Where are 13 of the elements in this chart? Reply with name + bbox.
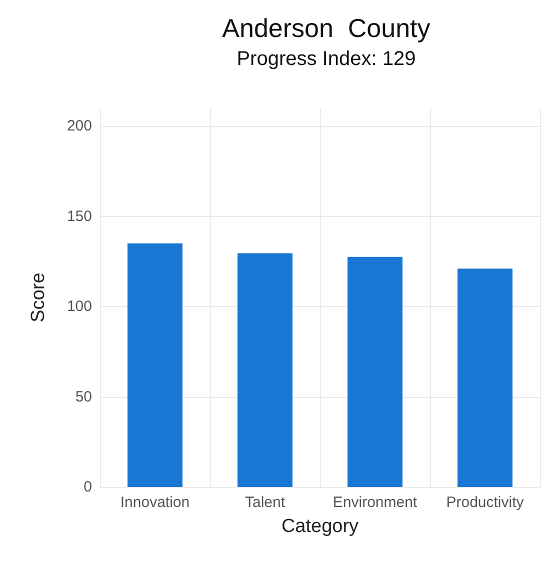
y-tick-label: 150 (66, 208, 92, 225)
chart-subtitle: Progress Index: 129 (236, 48, 416, 70)
x-tick-label: Innovation (120, 494, 190, 511)
x-tick-label: Talent (244, 494, 286, 511)
chart-title: Anderson County (222, 13, 430, 43)
y-tick-label: 50 (75, 388, 92, 406)
y-tick-label: 0 (84, 478, 92, 496)
x-tick-label: Environment (332, 494, 418, 511)
y-tick-label: 100 (66, 298, 92, 316)
x-tick-label: Productivity (446, 494, 524, 511)
y-axis-title: Score (28, 272, 49, 322)
x-axis-title: Category (281, 516, 360, 537)
y-tick-label: 200 (66, 118, 92, 135)
